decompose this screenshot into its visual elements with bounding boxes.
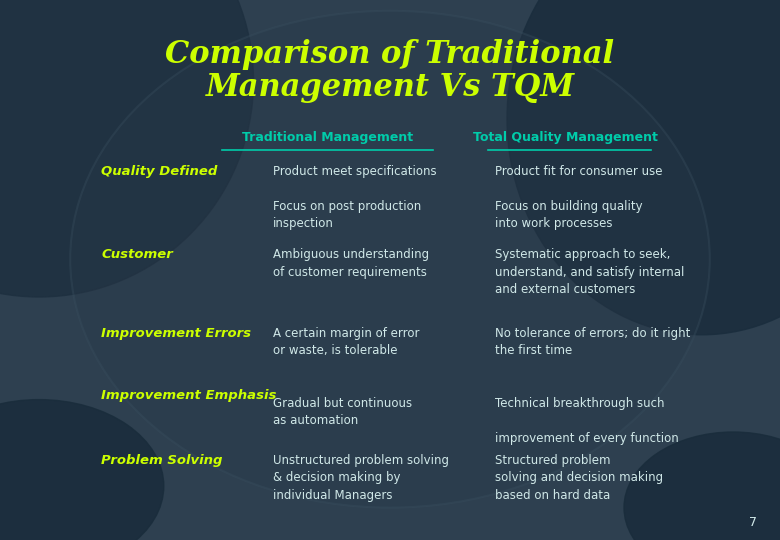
- Ellipse shape: [70, 11, 710, 508]
- Text: Problem Solving: Problem Solving: [101, 454, 223, 467]
- Ellipse shape: [624, 432, 780, 540]
- Ellipse shape: [507, 0, 780, 335]
- Text: Gradual but continuous
as automation: Gradual but continuous as automation: [273, 397, 412, 427]
- Text: Product fit for consumer use

Focus on building quality
into work processes: Product fit for consumer use Focus on bu…: [495, 165, 663, 230]
- Text: Unstructured problem solving
& decision making by
individual Managers: Unstructured problem solving & decision …: [273, 454, 449, 502]
- Text: Total Quality Management: Total Quality Management: [473, 131, 658, 144]
- Text: Systematic approach to seek,
understand, and satisfy internal
and external custo: Systematic approach to seek, understand,…: [495, 248, 685, 296]
- Text: Technical breakthrough such

improvement of every function: Technical breakthrough such improvement …: [495, 397, 679, 445]
- Text: Improvement Emphasis: Improvement Emphasis: [101, 389, 277, 402]
- Text: A certain margin of error
or waste, is tolerable: A certain margin of error or waste, is t…: [273, 327, 420, 357]
- Text: Product meet specifications

Focus on post production
inspection: Product meet specifications Focus on pos…: [273, 165, 437, 230]
- Text: Comparison of Traditional: Comparison of Traditional: [165, 38, 615, 70]
- Text: Quality Defined: Quality Defined: [101, 165, 218, 178]
- Text: Customer: Customer: [101, 248, 173, 261]
- Text: 7: 7: [749, 516, 757, 529]
- Text: Structured problem
solving and decision making
based on hard data: Structured problem solving and decision …: [495, 454, 664, 502]
- Text: Traditional Management: Traditional Management: [242, 131, 413, 144]
- Text: Ambiguous understanding
of customer requirements: Ambiguous understanding of customer requ…: [273, 248, 429, 279]
- Text: Improvement Errors: Improvement Errors: [101, 327, 251, 340]
- Ellipse shape: [0, 400, 164, 540]
- Text: No tolerance of errors; do it right
the first time: No tolerance of errors; do it right the …: [495, 327, 690, 357]
- Text: Management Vs TQM: Management Vs TQM: [205, 72, 575, 103]
- Ellipse shape: [0, 0, 254, 297]
